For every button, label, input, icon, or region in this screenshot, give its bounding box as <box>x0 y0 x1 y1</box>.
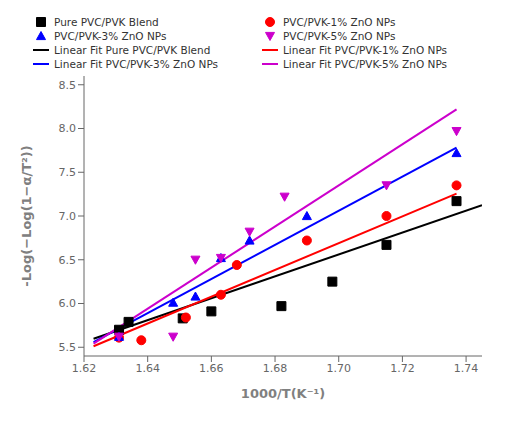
svg-text:1.68: 1.68 <box>263 362 288 375</box>
svg-text:7.0: 7.0 <box>59 210 77 223</box>
svg-text:1000/T(K⁻¹): 1000/T(K⁻¹) <box>241 386 325 401</box>
html-text:Linear Fit PVC/PVK-5% ZnO NPs: Linear Fit PVC/PVK-5% ZnO NPs <box>283 58 447 70</box>
html-text:Linear Fit PVC/PVK-1% ZnO NPs: Linear Fit PVC/PVK-1% ZnO NPs <box>283 44 447 56</box>
svg-text:1.64: 1.64 <box>135 362 160 375</box>
html-text:Pure PVC/PVK Blend: Pure PVC/PVK Blend <box>54 16 159 28</box>
svg-text:8.5: 8.5 <box>59 79 77 92</box>
svg-text:6.5: 6.5 <box>59 254 77 267</box>
svg-text:6.0: 6.0 <box>59 297 77 310</box>
svg-text:1.66: 1.66 <box>199 362 224 375</box>
svg-text:5.5: 5.5 <box>59 341 77 354</box>
svg-text:1.62: 1.62 <box>72 362 97 375</box>
svg-text:1.70: 1.70 <box>326 362 351 375</box>
html-text:PVC/PVK-5% ZnO NPs: PVC/PVK-5% ZnO NPs <box>283 30 396 42</box>
html-text:Linear Fit PVC/PVK-3% ZnO NPs: Linear Fit PVC/PVK-3% ZnO NPs <box>54 58 218 70</box>
svg-text:8.0: 8.0 <box>59 122 77 135</box>
html-text:PVC/PVK-1% ZnO NPs: PVC/PVK-1% ZnO NPs <box>283 16 396 28</box>
svg-text:-Log(−Log(1−α/T²)): -Log(−Log(1−α/T²)) <box>19 145 34 286</box>
html-text:Linear Fit Pure PVC/PVK Blend: Linear Fit Pure PVC/PVK Blend <box>54 44 211 56</box>
svg-text:7.5: 7.5 <box>59 166 77 179</box>
svg-text:1.74: 1.74 <box>454 362 479 375</box>
html-text:PVC/PVK-3% ZnO NPs: PVC/PVK-3% ZnO NPs <box>54 30 167 42</box>
svg-text:1.72: 1.72 <box>390 362 415 375</box>
